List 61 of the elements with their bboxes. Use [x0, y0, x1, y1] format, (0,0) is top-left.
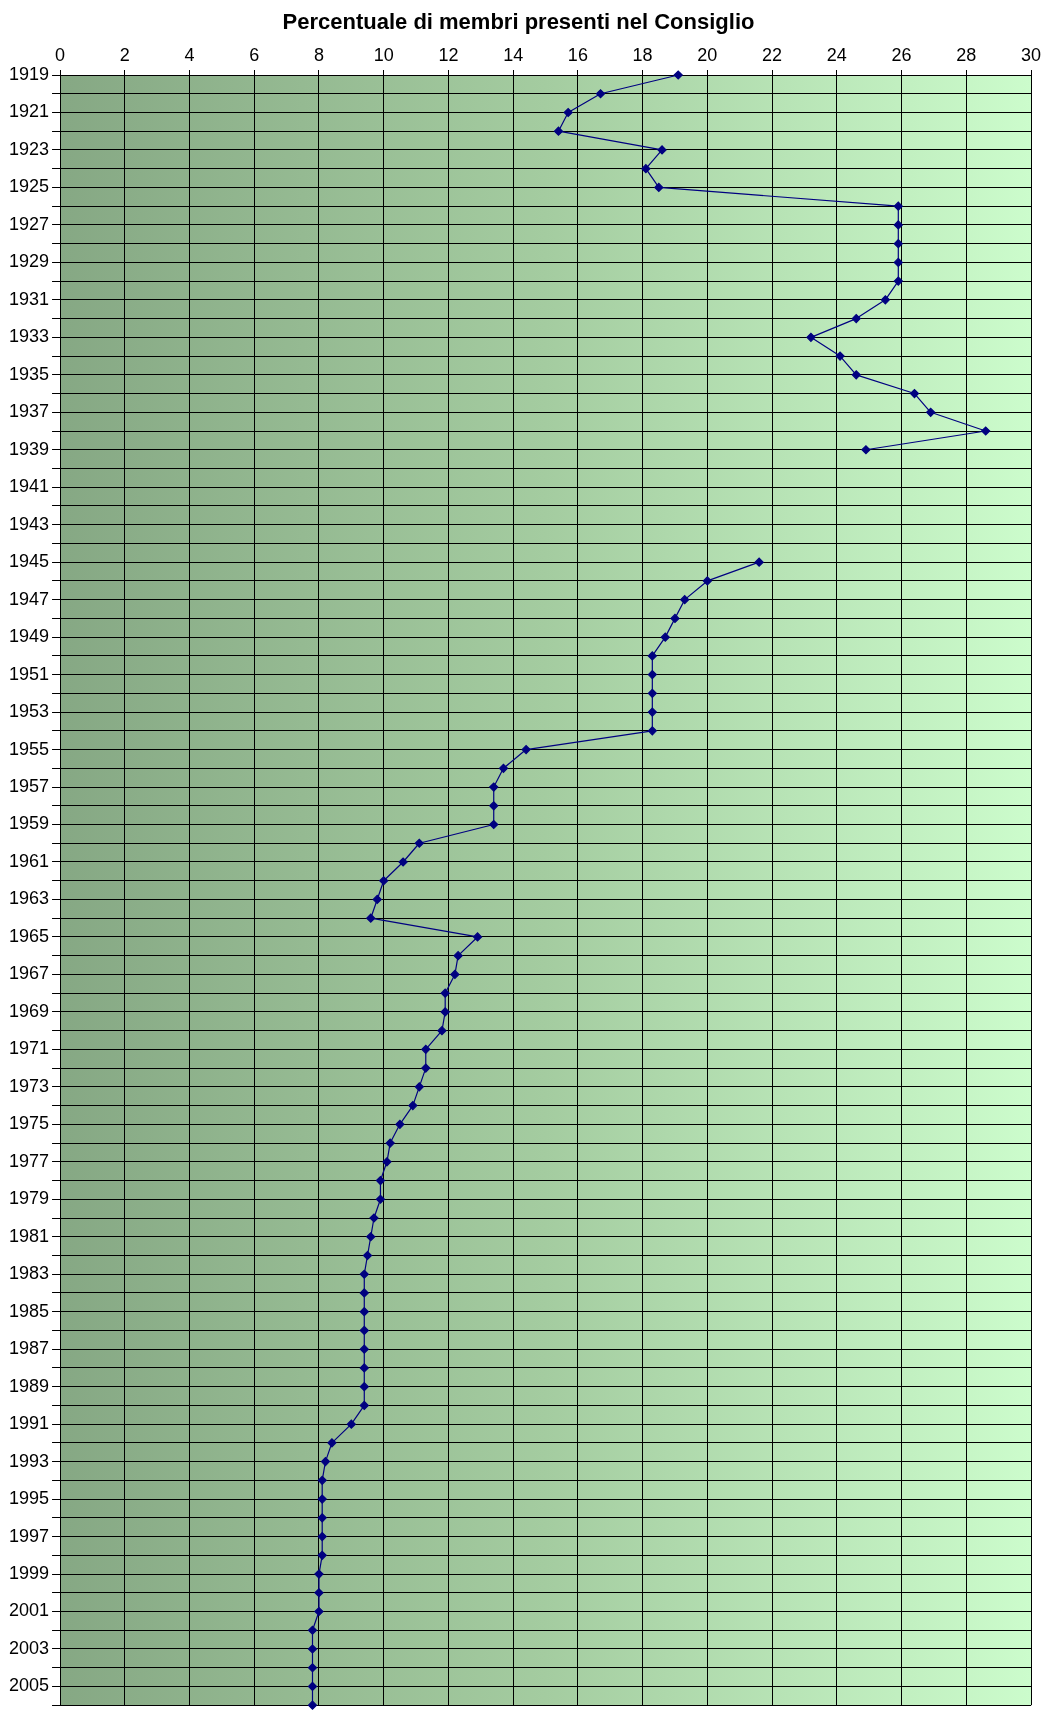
y-tick-label: 1985 [9, 1300, 50, 1321]
y-tick-label: 1955 [9, 738, 50, 759]
y-tick-label: 1977 [9, 1150, 50, 1171]
x-tick-label: 14 [503, 45, 524, 66]
x-tick-label: 4 [184, 45, 195, 66]
y-tick-label: 1933 [9, 326, 50, 347]
x-tick-label: 24 [826, 45, 847, 66]
x-tick-label: 12 [438, 45, 459, 66]
y-tick-label: 1951 [9, 663, 50, 684]
y-tick-label: 1941 [9, 476, 50, 497]
y-tick-label: 1969 [9, 1000, 50, 1021]
y-tick-label: 1973 [9, 1075, 50, 1096]
y-tick-label: 1965 [9, 925, 50, 946]
y-tick-label: 1949 [9, 626, 50, 647]
x-tick-label: 26 [891, 45, 912, 66]
y-tick-label: 1999 [9, 1563, 50, 1583]
y-tick-label: 1995 [9, 1488, 50, 1509]
y-tick-label: 1935 [9, 363, 50, 384]
y-tick-label: 1919 [9, 63, 50, 84]
y-tick-label: 2001 [9, 1600, 50, 1621]
y-tick-label: 1987 [9, 1338, 50, 1359]
y-tick-label: 1923 [9, 138, 50, 159]
y-tick-label: 1961 [9, 850, 50, 871]
chart-title: Percentuale di membri presenti nel Consiglio [282, 9, 755, 35]
x-tick-label: 30 [1020, 45, 1042, 66]
x-tick-label: 20 [697, 45, 718, 66]
y-tick-label: 1953 [9, 701, 50, 722]
x-tick-label: 16 [567, 45, 588, 66]
y-tick-label: 1937 [9, 401, 50, 422]
x-tick-label: 8 [313, 45, 324, 66]
y-tick-label: 1983 [9, 1263, 50, 1284]
y-tick-label: 2003 [9, 1637, 50, 1658]
y-tick-label: 1929 [9, 251, 50, 272]
x-tick-label: 28 [956, 45, 977, 66]
y-tick-label: 1981 [9, 1225, 50, 1246]
y-tick-label: 1963 [9, 888, 50, 909]
y-tick-label: 1957 [9, 776, 50, 797]
x-tick-label: 0 [55, 45, 66, 66]
y-tick-label: 1943 [9, 513, 50, 534]
x-tick-label: 10 [373, 45, 394, 66]
x-tick-label: 2 [119, 45, 130, 66]
y-tick-label: 1931 [9, 288, 50, 309]
y-tick-label: 1939 [9, 438, 50, 459]
y-tick-label: 1979 [9, 1188, 50, 1209]
y-tick-label: 1947 [9, 588, 50, 609]
y-tick-label: 1971 [9, 1038, 50, 1059]
y-tick-label: 1925 [9, 176, 50, 197]
y-tick-label: 1975 [9, 1113, 50, 1134]
x-tick-label: 22 [762, 45, 783, 66]
y-tick-label: 1989 [9, 1375, 50, 1396]
y-tick-label: 1997 [9, 1525, 50, 1546]
y-tick-label: 1927 [9, 213, 50, 234]
y-tick-label: 1993 [9, 1450, 50, 1471]
y-tick-label: 2005 [9, 1675, 50, 1696]
y-tick-label: 1967 [9, 963, 50, 984]
y-tick-label: 1959 [9, 813, 50, 834]
x-tick-label: 18 [632, 45, 653, 66]
y-tick-label: 1921 [9, 101, 50, 122]
x-tick-label: 6 [249, 45, 260, 66]
y-tick-label: 1945 [9, 551, 50, 572]
y-tick-label: 1991 [9, 1413, 50, 1434]
